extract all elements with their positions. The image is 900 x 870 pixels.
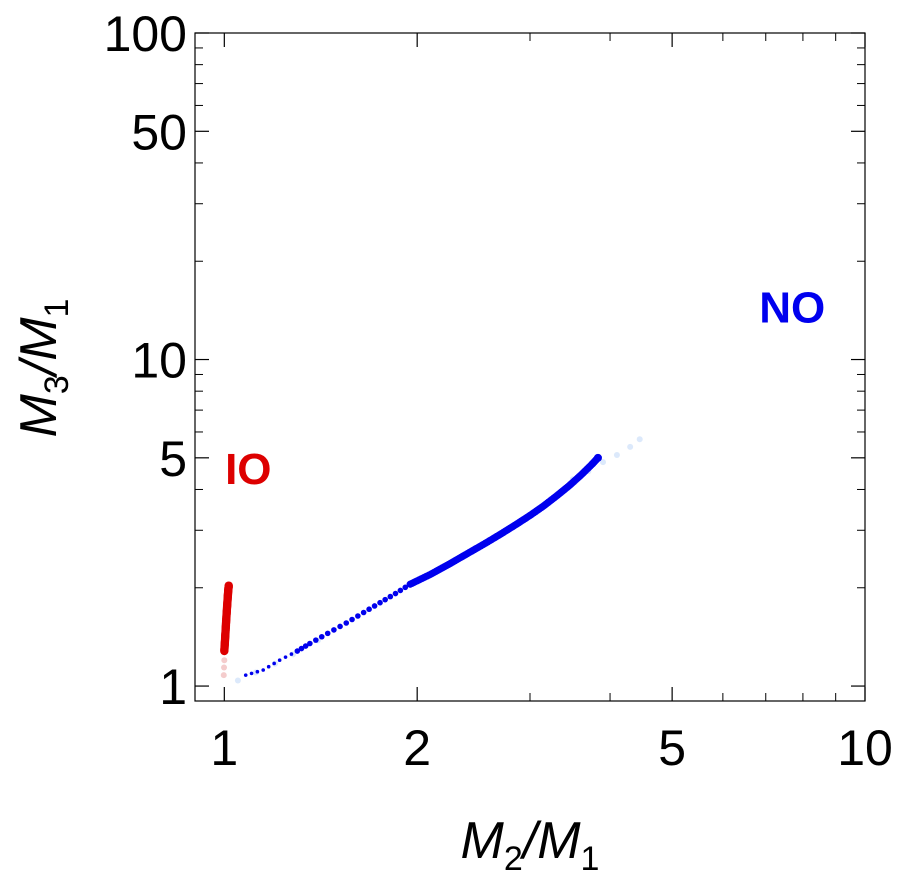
no-point [289,652,294,656]
x-label-sub1: 1 [581,840,600,870]
x-axis-label: M2/M1 [461,812,600,870]
y-label-m1: M [10,317,68,361]
no-point [343,620,350,626]
no-point [337,623,343,630]
no-point [249,671,254,676]
no-point [360,609,367,616]
no-point [318,633,325,640]
y-tick-label: 10 [131,333,187,389]
no-point [283,655,288,659]
series-labels: NO IO [225,283,825,494]
x-tick-label: 10 [837,720,893,776]
no-point [355,613,361,619]
no-point [377,599,383,606]
no-point [366,606,372,613]
y-axis-label: M3/M1 [10,299,76,438]
no-faint-point [627,443,634,450]
io-faint-point [220,672,227,679]
no-point [313,637,319,643]
no-point [371,603,378,609]
plot-frame [194,32,866,702]
data-points [220,453,602,677]
y-label-m3: M [10,393,68,437]
no-point [402,584,409,591]
x-tick-label: 5 [658,720,686,776]
x-label-sep: / [520,812,542,870]
x-label-m1: M [537,812,581,870]
no-series-label: NO [759,283,825,332]
no-faint-point [613,452,620,459]
no-point [277,658,282,663]
io-series-label: IO [225,445,271,494]
no-faint-point [636,436,643,443]
y-tick-label: 5 [159,431,187,487]
x-label-sub2: 2 [504,840,523,870]
no-point [397,587,404,594]
no-point [243,673,248,677]
no-point [272,661,276,666]
no-point [392,590,399,597]
no-faint-point [234,677,241,684]
no-point [298,645,305,652]
io-faint-point [221,664,228,671]
y-tick-label: 1 [159,659,187,715]
no-point [324,630,331,637]
io-point [224,581,233,590]
no-point [349,616,355,623]
no-point [387,593,394,600]
axis-ticks [195,32,866,701]
no-point [266,664,271,669]
x-label-m2: M [461,812,505,870]
no-point [382,596,388,603]
y-tick-label: 100 [104,6,187,62]
y-label-sep: / [10,356,68,378]
x-tick-label: 1 [210,720,238,776]
no-point [331,627,337,633]
io-faint-point [221,657,228,664]
y-label-sub3: 3 [38,375,76,394]
no-point [302,643,309,649]
no-point [307,640,313,647]
x-tick-label: 2 [403,720,431,776]
y-label-sub1: 1 [38,299,76,318]
no-point [261,668,266,672]
no-point [593,453,602,462]
no-faint-point [600,459,607,466]
no-point [294,648,301,654]
no-point [255,669,260,674]
y-tick-label: 50 [131,104,187,160]
